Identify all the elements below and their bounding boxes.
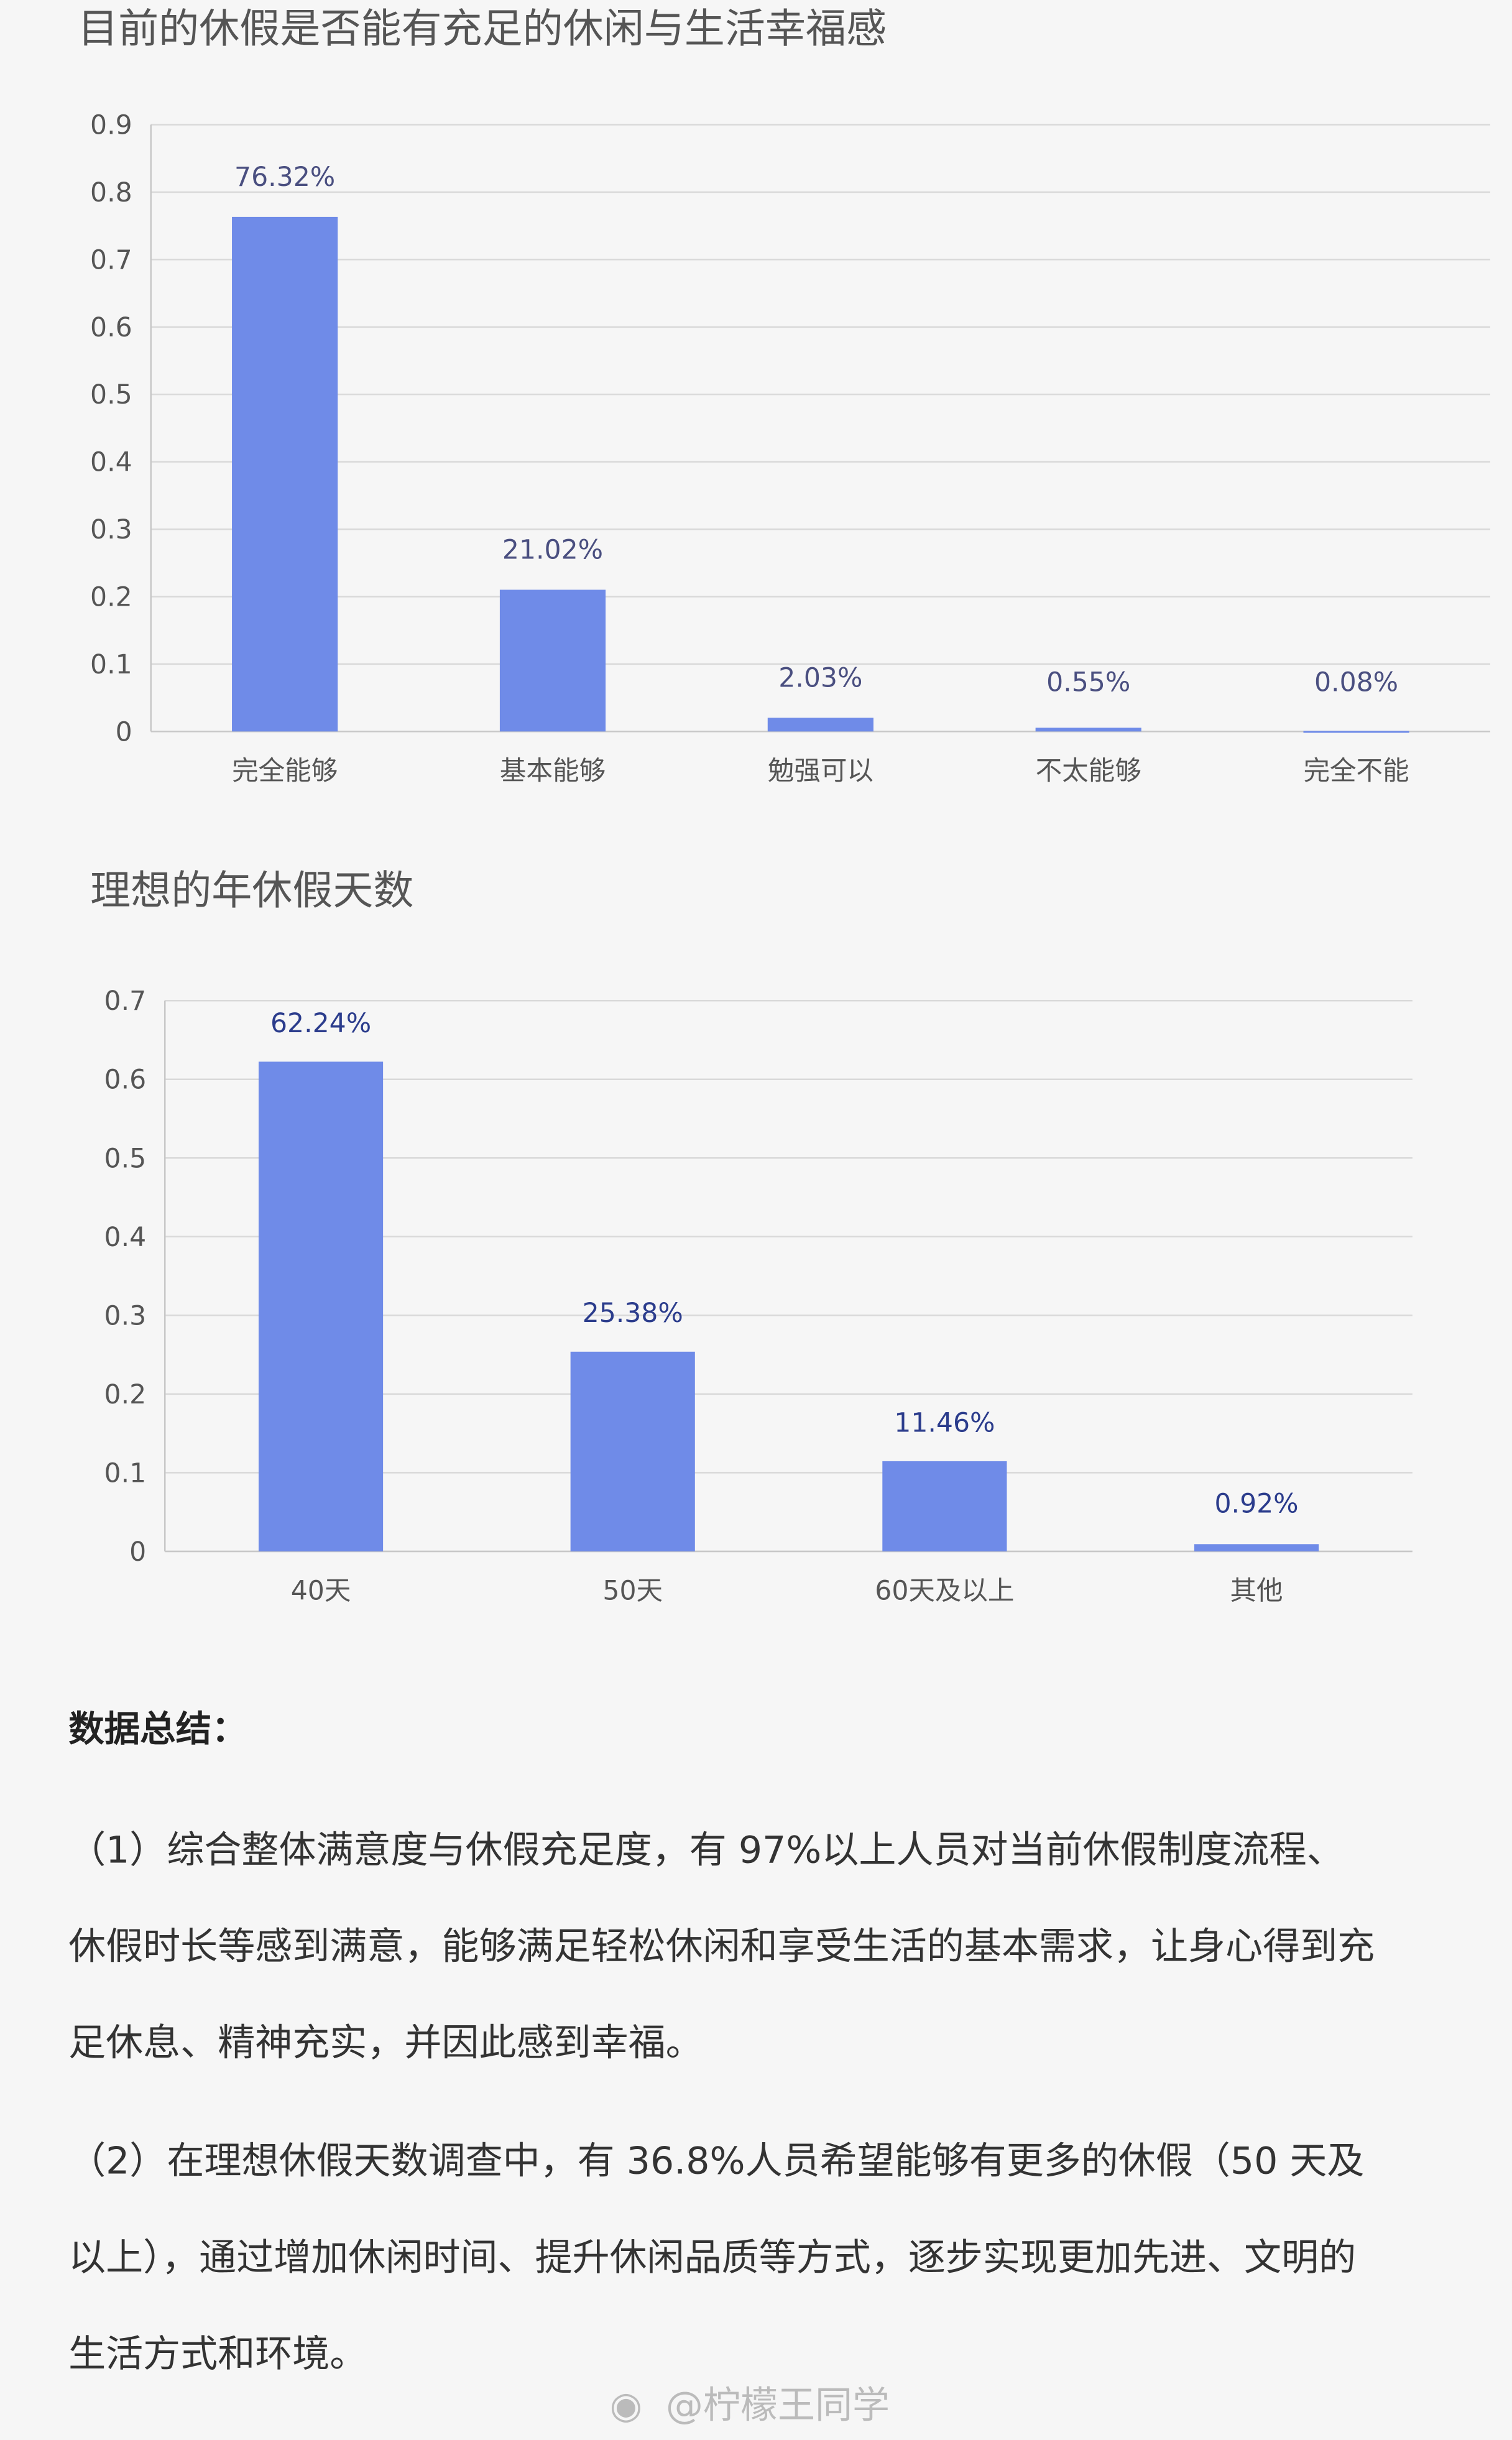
chart1-y-tick-label: 0 bbox=[116, 717, 132, 747]
chart2-y-tick-label: 0 bbox=[129, 1537, 146, 1568]
chart2-x-tick-label: 60天及以上 bbox=[875, 1576, 1014, 1607]
chart2-y-tick-label: 0.7 bbox=[104, 986, 147, 1017]
watermark: ◉ @柠檬王同学 bbox=[610, 2384, 890, 2428]
watermark-text: @柠檬王同学 bbox=[666, 2384, 890, 2428]
weibo-icon: ◉ bbox=[610, 2384, 642, 2428]
summary-paragraph-1-line: 足休息、精神充实，并因此感到幸福。 bbox=[68, 2022, 703, 2065]
chart1-bar bbox=[1035, 728, 1141, 732]
chart2-bar bbox=[1194, 1544, 1319, 1551]
summary-paragraph-2-line: （2）在理想休假天数调查中，有 36.8%人员希望能够有更多的休假（50 天及 bbox=[68, 2140, 1364, 2183]
summary-paragraph-1-line: 休假时长等感到满意，能够满足轻松休闲和享受生活的基本需求，让身心得到充 bbox=[68, 1925, 1375, 1968]
chart1-y-tick-label: 0.1 bbox=[90, 650, 132, 680]
chart2-y-tick-label: 0.4 bbox=[104, 1222, 147, 1253]
chart1-y-tick-label: 0.5 bbox=[90, 380, 132, 410]
chart1-data-label: 76.32% bbox=[234, 162, 335, 193]
chart2-title: 理想的年休假天数 bbox=[90, 867, 413, 914]
chart1-bar bbox=[1303, 731, 1409, 733]
chart1-y-tick-label: 0.4 bbox=[90, 448, 132, 478]
chart1-y-tick-label: 0.6 bbox=[90, 313, 132, 343]
chart1-y-tick-label: 0.2 bbox=[90, 583, 132, 613]
chart1-x-tick-label: 基本能够 bbox=[500, 756, 606, 787]
chart2-y-tick-label: 0.2 bbox=[104, 1380, 147, 1410]
chart1-y-tick-label: 0.9 bbox=[90, 111, 132, 141]
chart1-bar bbox=[499, 589, 606, 732]
summary-paragraphs: （1）综合整体满意度与休假充足度，有 97%以上人员对当前休假制度流程、休假时长… bbox=[68, 1828, 1375, 2376]
chart2-bar bbox=[570, 1351, 695, 1551]
chart1-x-tick-label: 完全不能 bbox=[1304, 756, 1409, 787]
chart1-x-tick-label: 完全能够 bbox=[232, 756, 338, 787]
chart2-bar bbox=[882, 1461, 1007, 1551]
chart1-y-tick-label: 0.3 bbox=[90, 515, 132, 545]
chart1-bar bbox=[232, 216, 338, 732]
summary-paragraph-1-line: （1）综合整体满意度与休假充足度，有 97%以上人员对当前休假制度流程、 bbox=[68, 1828, 1344, 1872]
chart2-bar bbox=[258, 1061, 384, 1551]
chart1-data-label: 2.03% bbox=[778, 663, 862, 693]
chart1-data-label: 0.55% bbox=[1046, 667, 1130, 698]
chart2-y-tick-label: 0.6 bbox=[104, 1065, 147, 1096]
summary-paragraph-2-line: 生活方式和环境。 bbox=[68, 2332, 367, 2376]
chart2-y-tick-label: 0.3 bbox=[104, 1301, 147, 1331]
chart2-x-tick-label: 其他 bbox=[1230, 1576, 1283, 1607]
chart1-x-tick-label: 不太能够 bbox=[1036, 756, 1141, 787]
chart1-title: 目前的休假是否能有充足的休闲与生活幸福感 bbox=[78, 6, 887, 52]
chart1-y-tick-label: 0.7 bbox=[90, 245, 132, 275]
chart2-y-tick-label: 0.5 bbox=[104, 1144, 147, 1174]
chart2-data-label: 11.46% bbox=[894, 1408, 995, 1438]
chart2-data-label: 62.24% bbox=[270, 1009, 371, 1039]
chart1-data-label: 0.08% bbox=[1314, 667, 1398, 698]
chart1-plot: 0 0.1 0.2 0.3 0.4 0.5 0.6 0.7 0.8 0.9 76.32% 完全能够 21… bbox=[90, 111, 1490, 787]
chart1-y-tick-label: 0.8 bbox=[90, 178, 132, 208]
summary-paragraph-2-line: 以上），通过增加休闲时间、提升休闲品质等方式，逐步实现更加先进、文明的 bbox=[68, 2236, 1356, 2280]
chart2-plot: 0 0.1 0.2 0.3 0.4 0.5 0.6 0.7 62.24% 40天 25.38% 50天… bbox=[104, 986, 1413, 1607]
chart2-y-tick-label: 0.1 bbox=[104, 1458, 147, 1489]
chart1-data-label: 21.02% bbox=[502, 535, 603, 565]
chart1-x-tick-label: 勉强可以 bbox=[768, 756, 874, 787]
chart2-x-tick-label: 40天 bbox=[291, 1576, 351, 1607]
summary-heading: 数据总结： bbox=[68, 1708, 247, 1750]
chart2-x-tick-label: 50天 bbox=[602, 1576, 663, 1607]
chart1-bar bbox=[767, 718, 874, 732]
chart2-data-label: 0.92% bbox=[1215, 1489, 1299, 1519]
chart2-data-label: 25.38% bbox=[583, 1298, 683, 1329]
